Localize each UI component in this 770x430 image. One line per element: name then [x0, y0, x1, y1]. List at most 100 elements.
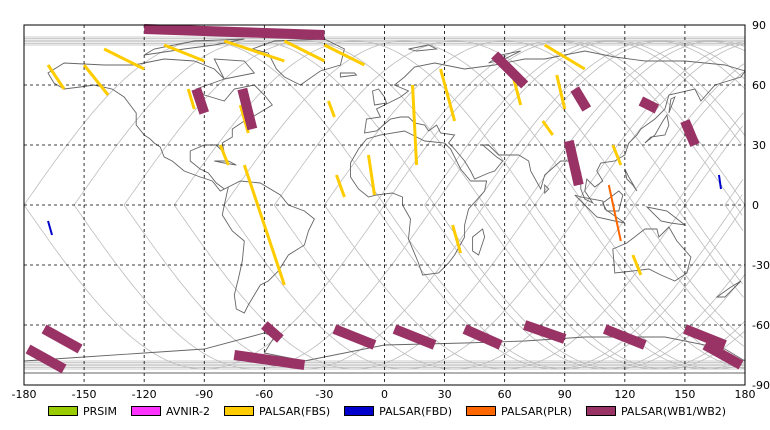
- fbs-swath: [327, 100, 336, 118]
- latitude-label: 30: [752, 139, 766, 152]
- fbs-swath: [631, 254, 643, 276]
- orbit-track: [674, 204, 744, 298]
- latitude-label: 60: [752, 79, 766, 92]
- legend-swatch: [466, 406, 497, 416]
- fbs-swath: [46, 64, 66, 90]
- legend-swatch: [131, 406, 161, 416]
- wb-swath: [332, 324, 377, 350]
- wb-swath: [523, 320, 567, 344]
- wb-swath: [570, 86, 592, 112]
- legend-item-prsim: PRSIM: [48, 405, 117, 418]
- observation-swaths: [25, 24, 744, 374]
- longitude-label: -30: [315, 388, 333, 401]
- orbit-track: [273, 71, 744, 370]
- coastline-arctic-islands: [143, 38, 245, 56]
- fbs-swath: [238, 104, 250, 134]
- latitude-labels: 90 60 30 0 -30 -60 -90: [752, 19, 770, 392]
- legend-item-fbs: PALSAR(FBS): [223, 404, 331, 418]
- wb-swath: [602, 324, 647, 350]
- fbs-swath: [543, 43, 586, 71]
- legend-swatch: [585, 406, 616, 416]
- graticule: [24, 25, 745, 385]
- latitude-label: -30: [752, 259, 770, 272]
- orbit-track: [273, 40, 744, 339]
- longitude-label: 90: [558, 388, 572, 401]
- latitude-label: -90: [752, 379, 770, 392]
- legend-item-avnir2: AVNIR-2: [131, 405, 210, 418]
- legend-swatch: [344, 406, 375, 416]
- legend-label: PALSAR(PLR): [501, 404, 572, 418]
- longitude-label: 120: [614, 388, 635, 401]
- orbit-track: [374, 40, 743, 216]
- wb-swath: [237, 87, 258, 131]
- legend-item-plr: PALSAR(PLR): [466, 405, 572, 418]
- orbit-track: [574, 204, 745, 369]
- fbs-swath: [283, 39, 326, 63]
- fbs-swath: [218, 144, 230, 166]
- coastline-sri-lanka: [544, 183, 550, 195]
- fbs-swath: [411, 84, 419, 166]
- fbd-swath: [717, 174, 722, 190]
- longitude-label: 60: [498, 388, 512, 401]
- longitude-labels: -180 -150 -120 -90 -60 -30 0 30 60 90 120 150 180: [12, 388, 756, 401]
- coastline-baffin: [213, 58, 256, 80]
- legend-swatch: [48, 406, 78, 416]
- longitude-label: -120: [132, 388, 157, 401]
- orbit-track: [474, 204, 746, 370]
- orbit-track: [724, 204, 744, 231]
- fbs-swath: [82, 64, 110, 96]
- wb-swath: [680, 119, 700, 147]
- legend-label: PALSAR(FBS): [258, 404, 331, 418]
- legend-item-wb: PALSAR(WB1/WB2): [585, 404, 727, 418]
- longitude-label: 30: [438, 388, 452, 401]
- wb-swath: [41, 324, 83, 354]
- legend-label: AVNIR-2: [166, 404, 210, 418]
- orbit-track: [324, 125, 743, 370]
- fbs-swath: [335, 174, 346, 198]
- fbs-swath: [555, 74, 567, 110]
- orbit-track: [123, 40, 745, 370]
- fbs-swath: [366, 154, 376, 196]
- wb-swath: [233, 350, 306, 370]
- coastline-iceland: [339, 72, 358, 78]
- fbs-swath: [242, 164, 286, 286]
- latitude-label: -60: [752, 319, 770, 332]
- longitude-label: -150: [72, 388, 97, 401]
- fbs-swath: [439, 68, 457, 122]
- legend-label: PALSAR(FBD): [379, 404, 453, 418]
- wb-swath: [261, 321, 284, 343]
- fbs-swath: [611, 144, 623, 166]
- legend-label: PALSAR(WB1/WB2): [620, 404, 727, 418]
- wb-swath: [563, 139, 584, 187]
- fbs-swath: [186, 88, 196, 110]
- orbit-track: [574, 41, 745, 206]
- coastline-svalbard: [408, 44, 439, 52]
- legend: PRSIM AVNIR-2 PALSAR(FBS) PALSAR(FBD) PA…: [48, 402, 740, 420]
- wb-swath: [491, 51, 529, 89]
- wb-swath: [462, 324, 503, 350]
- coastline-philippines: [624, 168, 638, 192]
- orbit-track: [724, 179, 744, 206]
- wb-swath: [25, 344, 67, 374]
- orbit-track: [324, 40, 743, 285]
- longitude-label: -90: [195, 388, 213, 401]
- orbit-track: [674, 112, 744, 206]
- plr-swath: [607, 184, 622, 242]
- fbs-swath: [223, 39, 285, 63]
- fbd-swath: [47, 220, 54, 236]
- latitude-label: 0: [752, 199, 759, 212]
- wb-swath: [683, 324, 727, 350]
- coastline-madagascar: [472, 228, 486, 256]
- legend-label: PRSIM: [83, 404, 117, 418]
- longitude-label: -180: [12, 388, 37, 401]
- coastline-new-guinea: [645, 206, 687, 226]
- wb-swath: [191, 87, 209, 115]
- orbit-track: [424, 40, 743, 206]
- wb-swath: [392, 324, 437, 350]
- fbs-swath: [103, 47, 145, 71]
- longitude-label: 150: [674, 388, 695, 401]
- orbit-track: [173, 40, 744, 370]
- wb-swath: [144, 24, 325, 40]
- fbs-swath: [451, 224, 463, 254]
